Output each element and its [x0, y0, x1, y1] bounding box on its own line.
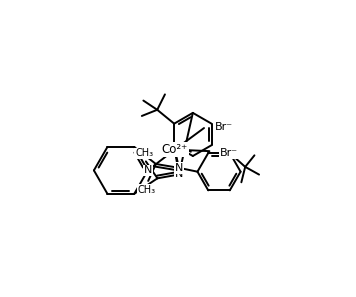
Text: Br⁻: Br⁻ — [215, 121, 233, 132]
Text: N: N — [175, 170, 183, 179]
Text: N: N — [143, 165, 152, 176]
Text: CH₃: CH₃ — [135, 148, 153, 158]
Text: N: N — [175, 163, 183, 173]
Text: Br⁻: Br⁻ — [220, 148, 238, 158]
Text: CH₃: CH₃ — [137, 185, 156, 195]
Text: Co²⁺: Co²⁺ — [162, 143, 188, 156]
